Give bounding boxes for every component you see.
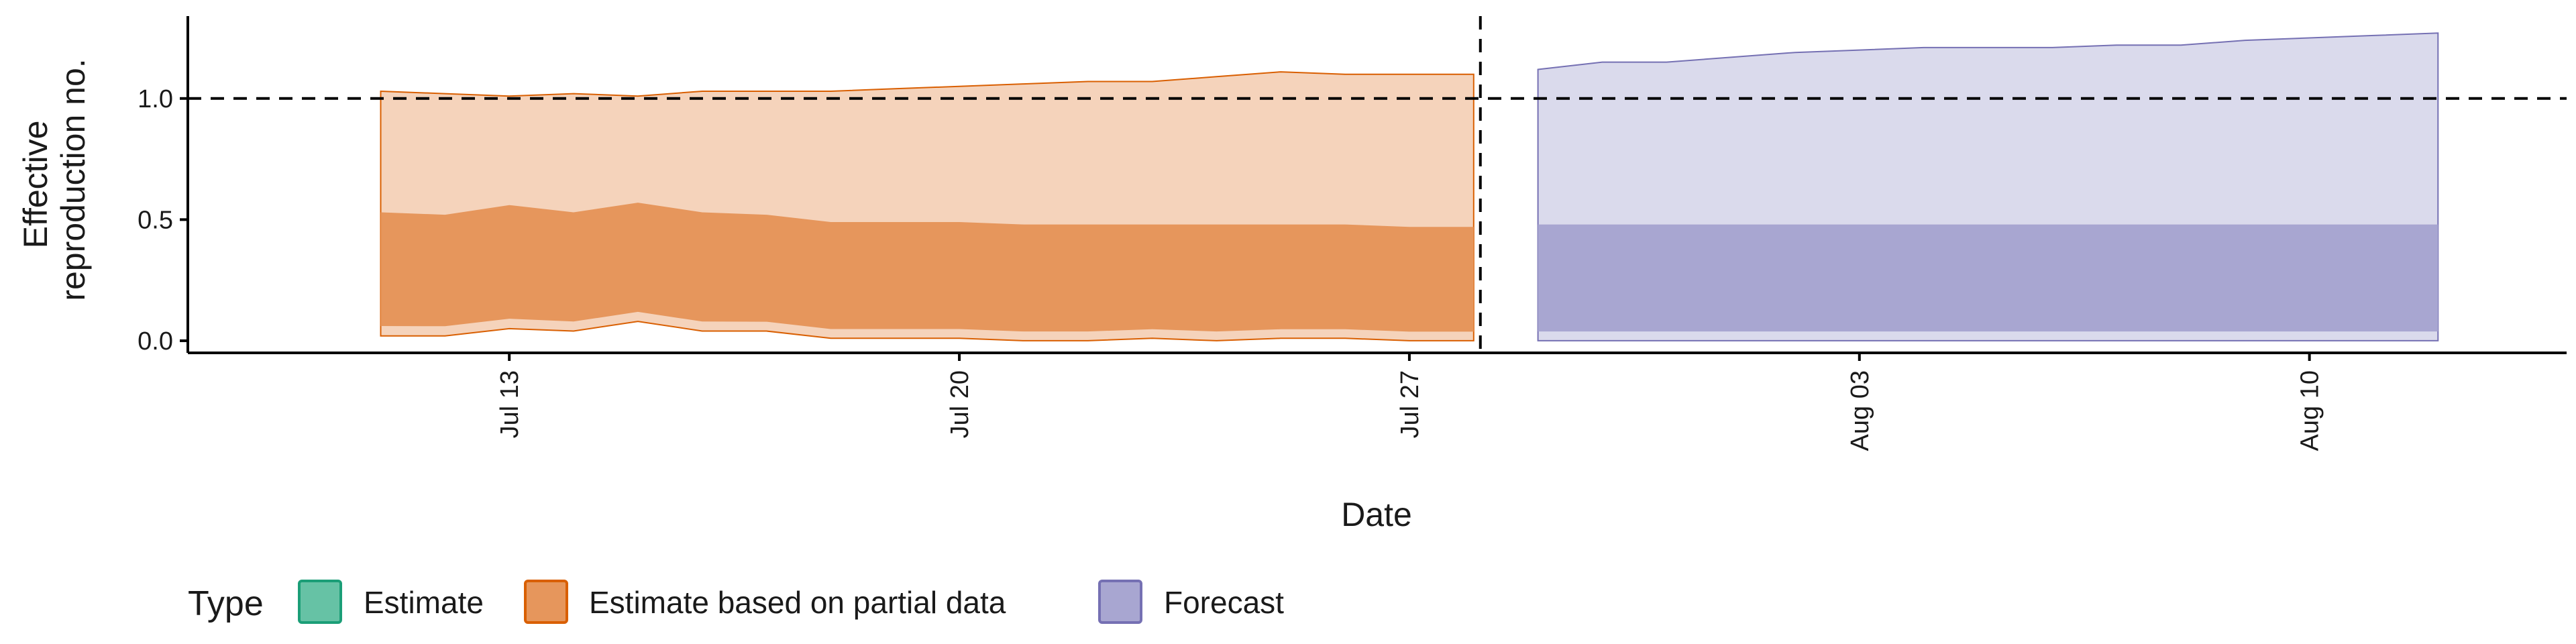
legend-label-estimate-partial: Estimate based on partial data xyxy=(589,585,1006,620)
legend-item-estimate: Estimate xyxy=(298,580,484,624)
x-axis-title: Date xyxy=(1341,496,1412,533)
legend-item-estimate-partial: Estimate based on partial data xyxy=(524,580,1006,624)
legend-swatch-estimate xyxy=(298,580,342,624)
y-tick-label: 0.0 xyxy=(138,327,173,356)
legend-label-forecast: Forecast xyxy=(1164,585,1284,620)
series-layer xyxy=(380,32,2439,341)
y-axis-title-line-1: Effective xyxy=(17,121,54,249)
band-50-forecast xyxy=(1538,224,2438,332)
y-tick-label: 1.0 xyxy=(138,85,173,113)
y-axis-title: Effective reproduction no. xyxy=(17,58,92,301)
legend-swatch-forecast xyxy=(1098,580,1142,624)
x-tick-label: Aug 10 xyxy=(2296,370,2324,451)
x-tick-label: Jul 27 xyxy=(1396,370,1424,438)
plot-area: 0.0 0.5 1.0 Jul 13 Jul 20 Jul 27 Aug 03 Aug 10 xyxy=(138,16,2567,451)
y-tick-label: 0.5 xyxy=(138,206,173,234)
x-tick-label: Jul 20 xyxy=(946,370,974,438)
band-50-estimate-based-on-partial-data xyxy=(380,203,1474,332)
y-axis-ticks: 0.0 0.5 1.0 xyxy=(138,85,188,356)
x-axis-ticks: Jul 13 Jul 20 Jul 27 Aug 03 Aug 10 xyxy=(496,353,2324,451)
x-tick-label: Jul 13 xyxy=(496,370,524,438)
y-axis-title-line-2: reproduction no. xyxy=(54,58,92,301)
x-tick-label: Aug 03 xyxy=(1846,370,1874,451)
legend: Type Estimate Estimate based on partial … xyxy=(188,580,1284,624)
legend-title: Type xyxy=(188,584,264,623)
legend-label-estimate: Estimate xyxy=(364,585,484,620)
legend-swatch-estimate-partial xyxy=(524,580,568,624)
legend-item-forecast: Forecast xyxy=(1098,580,1284,624)
